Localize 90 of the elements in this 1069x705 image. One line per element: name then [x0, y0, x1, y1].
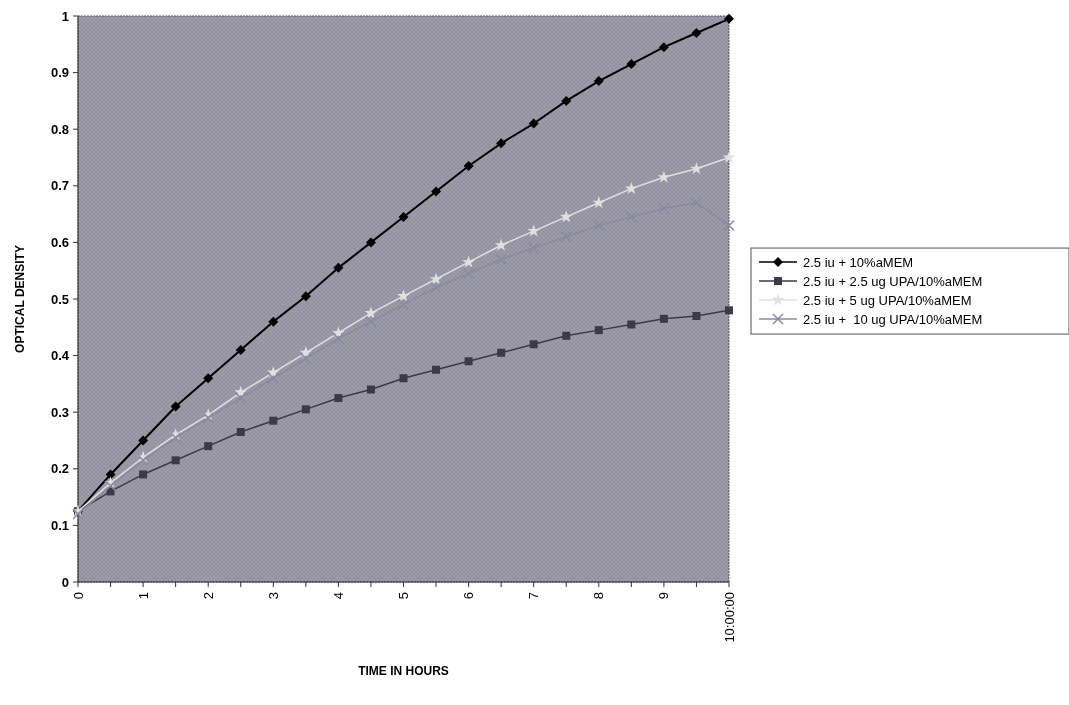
point: [301, 405, 310, 414]
y-tick-label: 1: [61, 8, 69, 24]
point: [723, 219, 735, 232]
point: [658, 42, 669, 53]
point: [592, 196, 606, 209]
x-tick-label: 9: [656, 592, 672, 600]
point: [626, 59, 637, 70]
point: [364, 306, 378, 319]
y-tick-label: 0: [61, 574, 69, 590]
y-tick-label: 0.8: [50, 121, 69, 137]
point: [138, 435, 149, 446]
point: [234, 385, 248, 398]
y-tick-label: 0.4: [50, 348, 70, 364]
legend-label: 2.5 iu + 2.5 ug UPA/10%aMEM: [803, 273, 983, 289]
y-tick-label: 0.5: [50, 291, 69, 307]
point: [462, 267, 475, 280]
y-tick-label: 0.2: [50, 461, 69, 477]
point: [366, 385, 375, 394]
x-tick-label: 5: [396, 592, 412, 600]
x-tick-label: 8: [591, 592, 607, 600]
point: [365, 237, 376, 248]
point: [235, 344, 246, 355]
point: [725, 306, 733, 315]
point: [724, 13, 734, 24]
point: [429, 272, 443, 285]
point: [203, 373, 214, 384]
point: [137, 454, 149, 467]
x-tick-label: 7: [526, 592, 542, 600]
point: [139, 470, 148, 479]
point: [268, 316, 279, 327]
point: [692, 311, 701, 320]
point: [593, 76, 604, 87]
point: [463, 160, 474, 171]
point: [332, 332, 345, 345]
point: [431, 186, 442, 197]
point: [397, 289, 410, 302]
point: [235, 392, 247, 404]
point: [300, 291, 311, 302]
point: [171, 456, 180, 465]
point: [464, 357, 473, 366]
y-tick-label: 0.1: [50, 517, 69, 533]
x-axis-title: TIME IN HOURS: [358, 664, 449, 678]
point: [529, 340, 538, 349]
x-tick-label: 0: [70, 592, 86, 600]
x-tick-label: 1: [135, 592, 151, 600]
y-tick-label: 0.7: [50, 178, 69, 194]
point: [300, 352, 312, 365]
point: [494, 238, 508, 251]
y-axis-title: OPTICAL DENSITY: [13, 245, 27, 353]
point: [559, 210, 573, 223]
point: [269, 416, 278, 425]
point: [334, 394, 343, 403]
legend-label: 2.5 iu + 10 ug UPA/10%aMEM: [803, 311, 983, 327]
point: [497, 348, 506, 357]
legend-label: 2.5 iu + 10%aMEM: [803, 254, 914, 270]
y-tick-label: 0.3: [50, 404, 69, 420]
point: [527, 224, 541, 237]
point: [657, 170, 671, 183]
point: [105, 469, 116, 480]
y-tick-label: 0.9: [50, 65, 69, 81]
point: [236, 428, 245, 437]
x-tick-label: 10:00:00: [721, 592, 737, 643]
point: [561, 95, 572, 106]
point: [594, 326, 603, 335]
point: [496, 138, 507, 149]
point: [397, 298, 410, 311]
point: [690, 162, 703, 175]
point: [430, 281, 442, 294]
point: [627, 320, 636, 329]
x-tick-label: 3: [265, 592, 281, 600]
x-tick-label: 2: [200, 592, 216, 600]
point: [432, 365, 441, 374]
point: [398, 211, 409, 222]
point: [399, 374, 408, 383]
point: [365, 315, 377, 328]
legend-label: 2.5 iu + 5 ug UPA/10%aMEM: [803, 292, 972, 308]
y-tick-label: 0.6: [50, 234, 69, 250]
point: [170, 401, 181, 412]
point: [528, 118, 539, 129]
point: [204, 442, 213, 451]
point: [104, 480, 117, 492]
point: [202, 412, 214, 424]
point: [722, 150, 736, 163]
point: [691, 27, 702, 38]
point: [462, 255, 475, 268]
point: [659, 314, 668, 323]
point: [562, 331, 571, 340]
point: [333, 262, 344, 273]
x-tick-label: 6: [461, 592, 477, 600]
x-tick-label: 4: [330, 592, 346, 600]
